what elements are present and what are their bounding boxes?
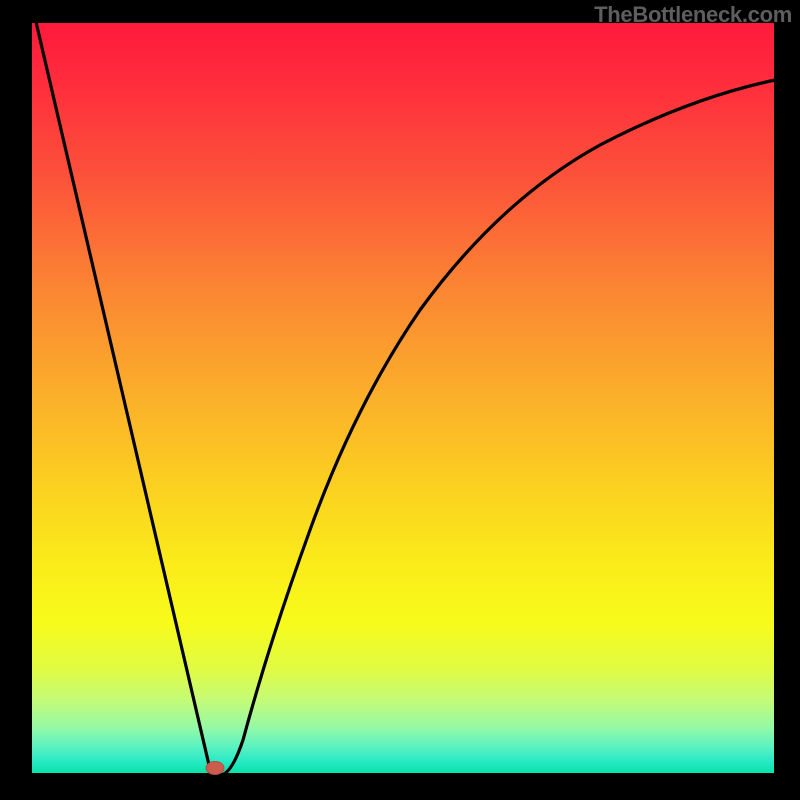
plot-area [32, 23, 774, 773]
chart-container: { "meta": { "width": 800, "height": 800,… [0, 0, 800, 800]
min-marker [206, 762, 224, 775]
watermark-text: TheBottleneck.com [594, 2, 792, 28]
bottleneck-chart [0, 0, 800, 800]
